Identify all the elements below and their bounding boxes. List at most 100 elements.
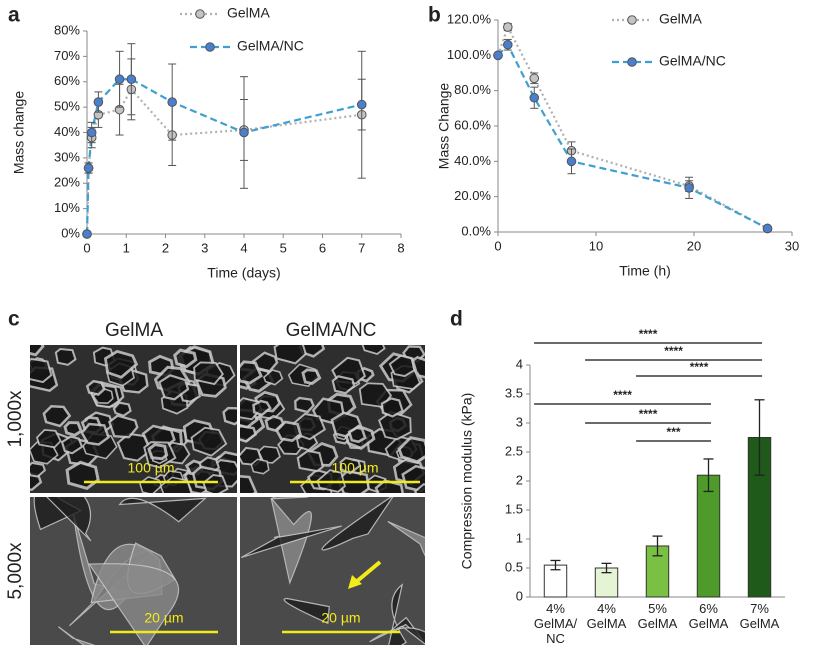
y-tick-label: 80.0% [454, 82, 491, 97]
pore-wall [157, 374, 190, 401]
y-tick-label: 80% [54, 22, 80, 37]
panel-label: d [450, 308, 463, 331]
legend-marker [195, 9, 205, 19]
panel-label: c [8, 308, 20, 331]
significance-label: **** [664, 344, 683, 358]
y-tick-label: 1.5 [505, 501, 523, 516]
pore-wall [296, 449, 325, 473]
y-tick-label: 70% [54, 48, 80, 63]
scale-bar-label: 100 µm [332, 460, 379, 476]
column-header: GelMA [105, 320, 163, 341]
y-tick-label: 2 [516, 472, 523, 487]
y-tick-label: 60% [54, 73, 80, 88]
legend-marker [205, 42, 215, 52]
x-tick-label: 0 [494, 238, 501, 253]
pore-wall [173, 348, 198, 369]
x-tick-label: 6% GelMA [688, 601, 729, 631]
pore-wall [240, 360, 263, 385]
pore-wall [222, 406, 237, 426]
pore-wall [54, 347, 77, 366]
pore-wall [331, 375, 356, 395]
y-tick-label: 20.0% [454, 188, 491, 203]
sheet [283, 597, 330, 625]
significance-label: **** [613, 388, 632, 402]
y-tick-label: 50% [54, 99, 80, 114]
pore-wall [240, 475, 258, 493]
pore-wall [275, 420, 303, 442]
y-tick-label: 100.0% [447, 47, 492, 62]
scale-bar-label: 100 µm [128, 460, 175, 476]
y-tick-label: 3 [516, 414, 523, 429]
column-header: GelMA/NC [286, 320, 377, 341]
pore-wall [380, 397, 404, 418]
y-tick-label: 30% [54, 149, 80, 164]
x-tick-label: 20 [687, 238, 701, 253]
pore-wall [107, 414, 139, 439]
sheet [240, 525, 342, 559]
pore-wall [263, 369, 284, 386]
y-tick-label: 0.5 [505, 559, 523, 574]
pore-wall [35, 428, 62, 449]
sheet [270, 497, 309, 500]
error-bar [550, 559, 561, 571]
data-point [493, 50, 503, 61]
y-tick-label: 10% [54, 200, 80, 215]
y-tick-label: 40% [54, 124, 80, 139]
x-tick-label: 3 [201, 240, 208, 255]
pore-wall [294, 396, 315, 414]
pore-wall [252, 399, 272, 417]
significance-label: **** [639, 407, 658, 421]
x-tick-label: 4% GelMA [586, 601, 627, 631]
pore-wall [273, 345, 307, 365]
sheet [88, 563, 179, 645]
pore-wall [147, 442, 169, 461]
legend-marker [627, 57, 637, 67]
data-point [566, 156, 577, 167]
pore-wall [361, 345, 386, 355]
data-point [503, 39, 513, 50]
pore-wall [190, 426, 228, 457]
data-point [529, 73, 540, 84]
arrow-head [348, 575, 362, 589]
series-line [85, 87, 362, 235]
data-point [239, 127, 249, 138]
error-bar [703, 458, 714, 493]
row-label: 5,000x [5, 542, 26, 600]
y-tick-label: 0% [61, 225, 80, 240]
sheet [118, 497, 207, 523]
data-point [86, 127, 97, 138]
data-point [167, 97, 177, 107]
pore-wall [193, 361, 224, 386]
y-tick-label: 0.0% [461, 223, 491, 238]
micrograph [30, 497, 237, 645]
pore-wall [30, 357, 53, 384]
x-tick-label: 10 [589, 238, 603, 253]
pore-wall [347, 426, 367, 444]
pore-wall [301, 368, 322, 386]
panel-label: b [428, 4, 441, 27]
x-axis-title: Time (days) [207, 265, 280, 281]
x-tick-label: 30 [785, 238, 799, 253]
panel-label: a [8, 4, 20, 27]
y-axis-title: Mass Change [436, 83, 452, 170]
pore-wall [240, 424, 258, 443]
data-point [93, 97, 104, 107]
significance-label: **** [690, 360, 709, 374]
pore-wall [374, 479, 404, 493]
y-axis-title: Mass change [11, 91, 27, 174]
data-point [83, 163, 94, 173]
bar [696, 474, 721, 598]
pore-wall [112, 401, 132, 417]
pore-wall [85, 379, 106, 396]
pore-wall [377, 411, 412, 441]
data-point [356, 99, 367, 110]
pore-wall [42, 405, 72, 428]
series-line [85, 78, 363, 235]
micrograph [30, 345, 237, 493]
significance-label: *** [667, 425, 681, 439]
micrograph [240, 497, 425, 645]
x-tick-label: 7 [358, 240, 365, 255]
arrow [354, 560, 382, 584]
